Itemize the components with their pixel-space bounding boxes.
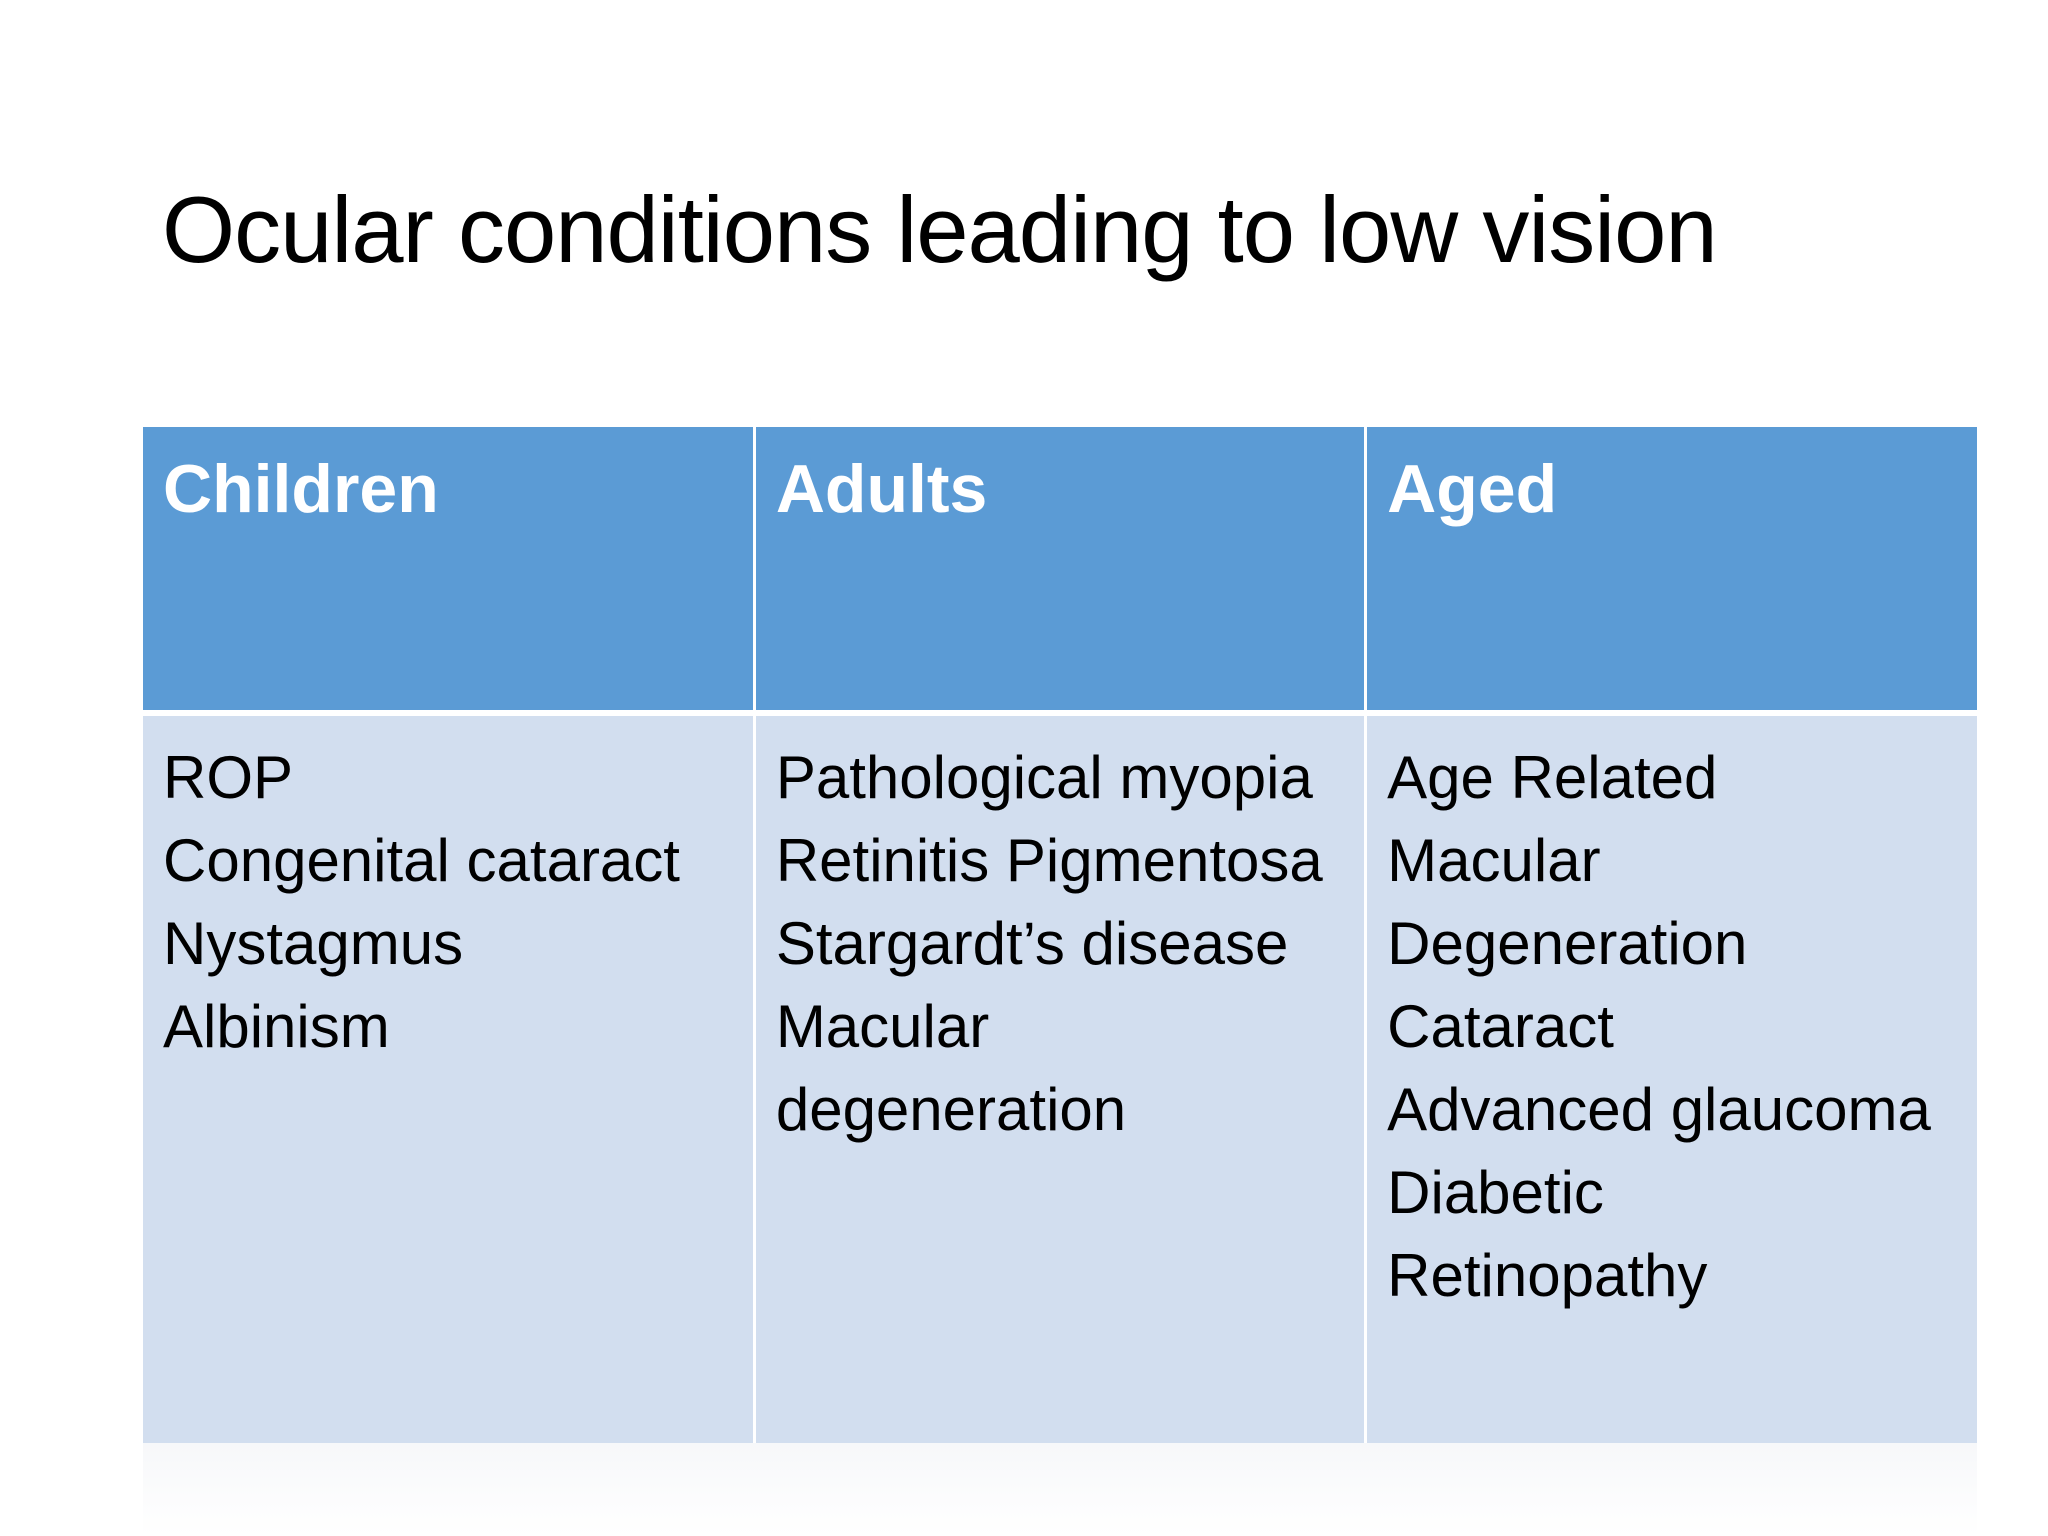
cell-adults: Pathological myopia Retinitis Pigmentosa…	[752, 711, 1368, 1443]
condition-item: Stargardt’s disease	[775, 910, 1289, 977]
condition-item: degeneration	[775, 1076, 1127, 1143]
cell-children: ROP Congenital cataract Nystagmus Albini…	[143, 711, 756, 1443]
table-body-row: ROP Congenital cataract Nystagmus Albini…	[143, 711, 1977, 1443]
condition-item: Macular	[1387, 827, 1601, 894]
header-adults: Adults	[752, 427, 1368, 716]
header-aged: Aged	[1364, 427, 1977, 716]
conditions-table: Children Adults Aged ROP Congenital cata…	[143, 427, 1977, 1443]
slide-title: Ocular conditions leading to low vision	[162, 177, 1718, 282]
table-header-row: Children Adults Aged	[143, 427, 1977, 716]
condition-item: Congenital cataract	[163, 827, 680, 894]
condition-item: Macular	[775, 993, 990, 1060]
table-shadow	[143, 1443, 1977, 1536]
condition-item: Retinitis Pigmentosa	[775, 827, 1323, 894]
header-children: Children	[143, 427, 756, 716]
condition-item: Age Related	[1387, 744, 1718, 811]
condition-item: Retinopathy	[1387, 1242, 1708, 1309]
cell-aged: Age Related Macular Degeneration Catarac…	[1364, 711, 1977, 1443]
condition-item: Pathological myopia	[775, 744, 1313, 811]
condition-item: Cataract	[1387, 993, 1614, 1060]
condition-item: ROP	[163, 744, 294, 811]
condition-item: Albinism	[163, 993, 390, 1060]
condition-item: Nystagmus	[163, 910, 464, 977]
condition-item: Diabetic	[1387, 1159, 1604, 1226]
condition-item: Advanced glaucoma	[1387, 1076, 1931, 1143]
condition-item: Degeneration	[1387, 910, 1748, 977]
